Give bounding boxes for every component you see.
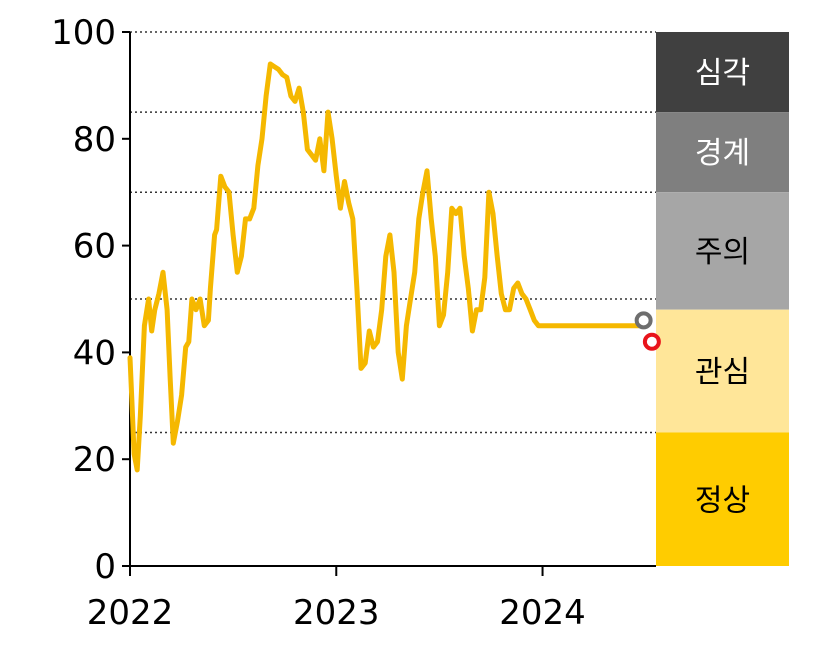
- y-tick-label: 20: [73, 440, 116, 480]
- series-group: [127, 61, 649, 473]
- band-0: [656, 32, 789, 113]
- series-line-0: [127, 61, 649, 473]
- band-label: 경계: [695, 136, 750, 171]
- x-tick-label: 2022: [87, 593, 174, 633]
- band-label: 정상: [695, 483, 750, 518]
- band-1: [656, 112, 789, 193]
- marker-0: [634, 311, 653, 330]
- axes: [122, 31, 656, 576]
- band-label: 관심: [695, 355, 750, 390]
- band-label: 주의: [695, 235, 750, 270]
- y-tick-label: 0: [94, 547, 116, 587]
- x-tick-label: 2023: [293, 593, 380, 633]
- markers-group: [634, 311, 661, 351]
- marker-1: [642, 332, 661, 351]
- gridlines: [130, 31, 656, 434]
- x-tick-label: 2024: [499, 593, 586, 633]
- band-2: [656, 192, 789, 310]
- y-tick-label: 100: [51, 13, 116, 53]
- band-label: 심각: [695, 56, 750, 91]
- y-tick-label: 80: [73, 120, 116, 160]
- band-3: [656, 309, 789, 433]
- tick-labels: 0 20 40 60 80 100 2022 2023 2024: [51, 13, 586, 633]
- y-tick-label: 60: [73, 227, 116, 267]
- y-tick-label: 40: [73, 333, 116, 373]
- band-4: [656, 432, 789, 566]
